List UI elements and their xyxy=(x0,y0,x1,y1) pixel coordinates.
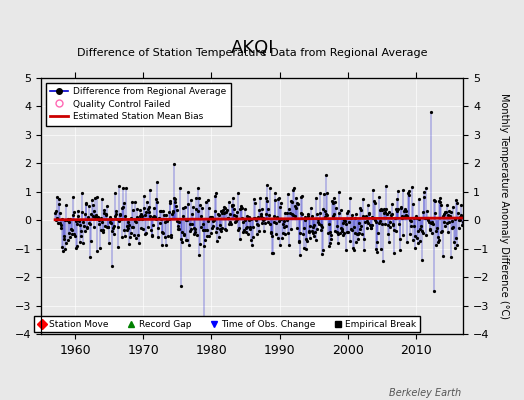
Title: AKQI: AKQI xyxy=(231,39,274,57)
Text: Berkeley Earth: Berkeley Earth xyxy=(389,388,461,398)
Y-axis label: Monthly Temperature Anomaly Difference (°C): Monthly Temperature Anomaly Difference (… xyxy=(499,93,509,319)
Legend: Station Move, Record Gap, Time of Obs. Change, Empirical Break: Station Move, Record Gap, Time of Obs. C… xyxy=(34,316,420,332)
Text: Difference of Station Temperature Data from Regional Average: Difference of Station Temperature Data f… xyxy=(77,48,428,58)
